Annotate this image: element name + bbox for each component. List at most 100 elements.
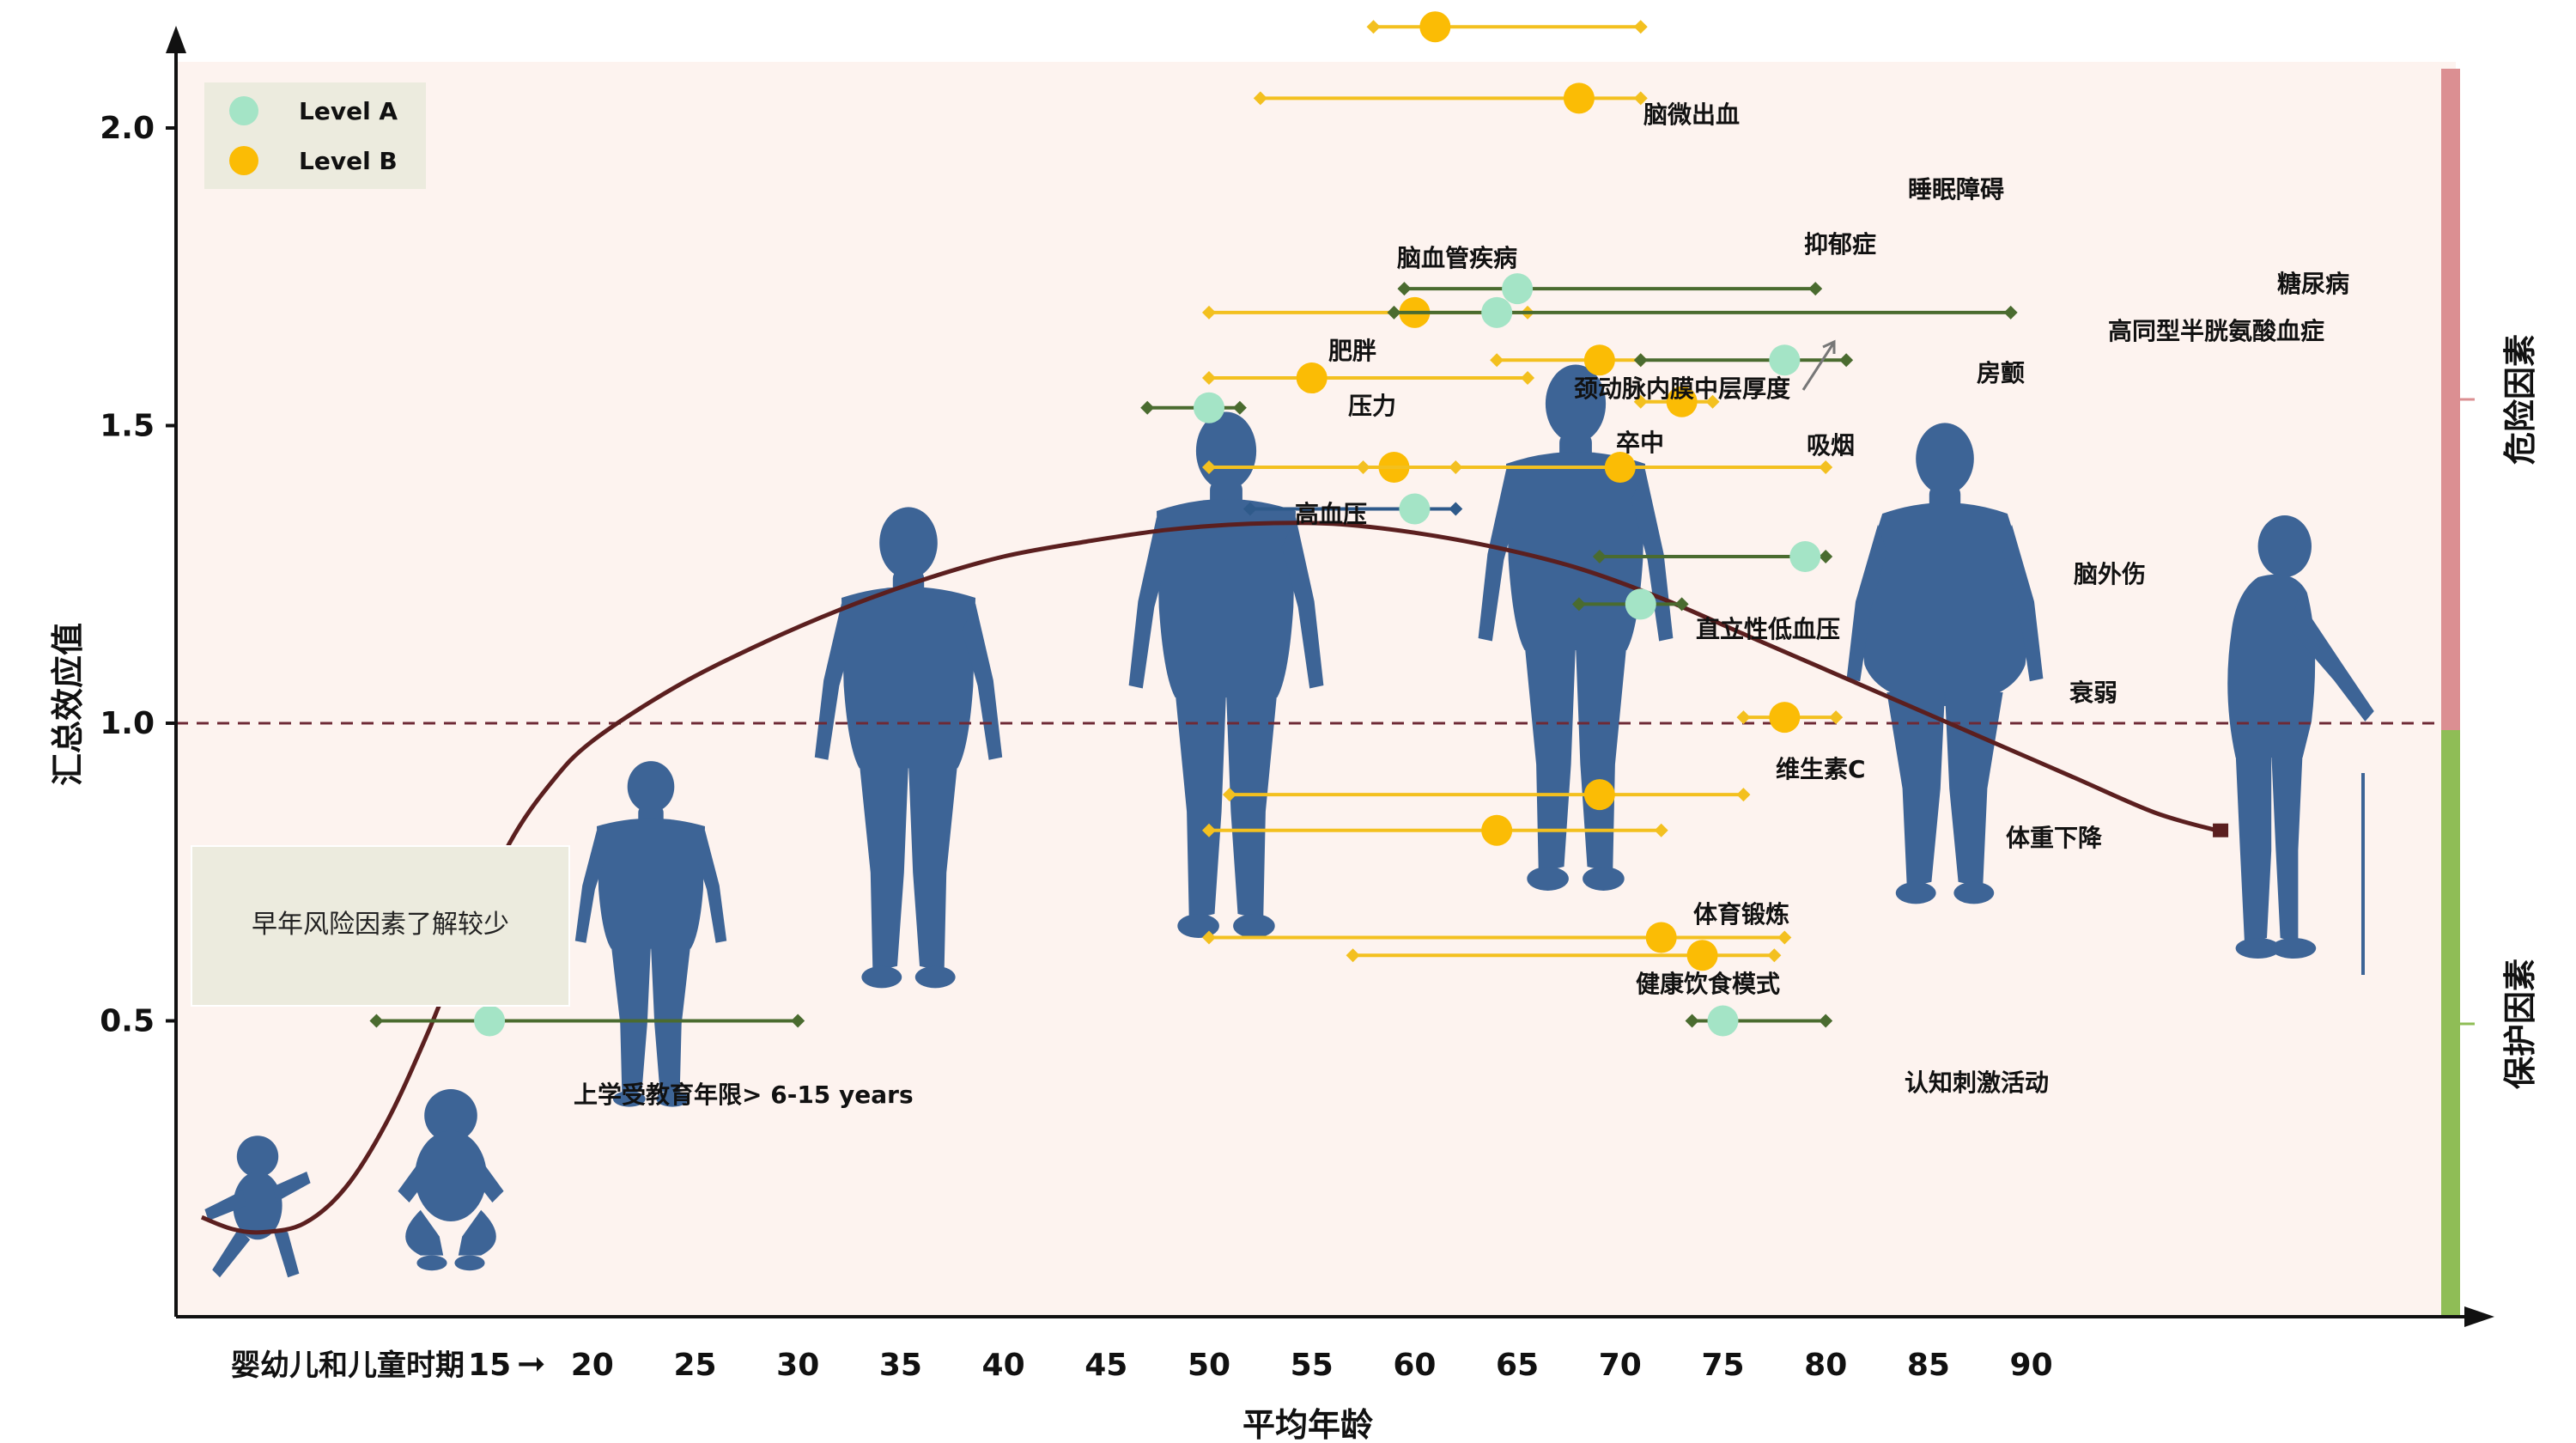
ci-end-diamond	[1685, 1014, 1699, 1028]
label-smoking: 吸烟	[1807, 431, 1855, 460]
x-tick-label: 85	[1907, 1348, 1950, 1383]
point	[1296, 362, 1327, 394]
marker-11	[1356, 452, 1833, 484]
early-life-arrow-icon: ➞	[517, 1344, 546, 1384]
x-tick-label: 35	[879, 1348, 922, 1383]
marker-0	[1366, 11, 1648, 43]
trend-curve	[200, 521, 2217, 1235]
y-axis-title: 汇总效应值	[49, 623, 87, 786]
ci-end-diamond	[1356, 460, 1370, 475]
label-weight-loss: 体重下降	[2006, 824, 2103, 852]
ci-end-diamond	[1839, 353, 1854, 368]
ci-end-diamond	[1366, 20, 1381, 34]
x-tick-label: 20	[571, 1348, 614, 1383]
legend-level-b-marker	[229, 146, 258, 175]
markers	[369, 11, 2018, 1037]
ci-end-diamond	[1222, 788, 1236, 802]
ci-end-diamond	[1819, 549, 1833, 563]
legend-level-a-label: Level A	[299, 97, 398, 125]
label-healthy-diet: 健康饮食模式	[1636, 970, 1780, 998]
point	[1625, 588, 1656, 620]
ci-end-diamond	[1202, 305, 1216, 320]
protective-factors-label: 保护因素	[2501, 959, 2539, 1089]
note-box-text: 早年风险因素了解较少	[252, 910, 509, 940]
point	[1645, 922, 1677, 953]
label-cimt: 颈动脉内膜中层厚度	[1574, 374, 1790, 403]
ci-end-diamond	[1777, 930, 1792, 945]
ci-end-diamond	[1242, 502, 1257, 516]
point	[1194, 392, 1224, 423]
label-sleep-disorder: 睡眠障碍	[1908, 175, 2004, 204]
protect-bar	[2441, 730, 2460, 1317]
label-stroke: 卒中	[1616, 429, 1664, 457]
label-hypertension: 高血压	[1295, 500, 1367, 528]
marker-19	[1346, 940, 1782, 971]
marker-8	[1633, 386, 1720, 417]
x-tick-label: 55	[1291, 1348, 1334, 1383]
ci-end-diamond	[1140, 400, 1155, 415]
label-cognitive-activity: 认知刺激活动	[1905, 1069, 2049, 1097]
y-axis-arrow	[166, 26, 186, 53]
label-stress: 压力	[1348, 392, 1396, 420]
legend-level-a-marker	[229, 96, 258, 125]
point	[1666, 386, 1698, 417]
x-tick-label: 50	[1188, 1348, 1230, 1383]
marker-6	[1633, 344, 1854, 376]
ci-end-diamond	[1592, 549, 1607, 563]
ci-end-diamond	[1654, 823, 1668, 837]
label-education-years: 上学受教育年限> 6-15 years	[574, 1081, 914, 1109]
x-tick-label: 60	[1393, 1348, 1436, 1383]
legend: Level A Level B	[204, 82, 426, 189]
x-tick-label: 90	[2010, 1348, 2053, 1383]
marker-14	[1571, 588, 1689, 620]
ci-end-diamond	[1449, 502, 1463, 516]
marker-2	[1397, 273, 1823, 305]
label-atrial-fibrillation: 房颤	[1977, 359, 2025, 387]
marker-12	[1242, 493, 1463, 525]
legend-level-b-label: Level B	[299, 147, 398, 175]
x-tick-label: 70	[1599, 1348, 1642, 1383]
ci-end-diamond	[1346, 948, 1360, 963]
x-axis-title: 平均年龄	[1242, 1406, 1373, 1443]
ci-end-diamond	[1674, 597, 1689, 612]
marker-1	[1253, 82, 1648, 114]
ci-end-diamond	[1387, 305, 1401, 320]
label-obesity: 肥胖	[1328, 337, 1376, 365]
marker-18	[1202, 922, 1792, 953]
ci-end-diamond	[1736, 788, 1751, 802]
risk-factors-label: 危险因素	[2501, 334, 2539, 465]
y-tick-label: 0.5	[100, 1004, 155, 1039]
ci-end-diamond	[1202, 460, 1216, 475]
ci-end-diamond	[369, 1014, 384, 1028]
ci-end-diamond	[2003, 305, 2018, 320]
marker-17	[1202, 814, 1668, 846]
x-tick-label: 40	[982, 1348, 1025, 1383]
ci-end-diamond	[1819, 1014, 1833, 1028]
label-cerebrovascular-disease: 脑血管疾病	[1397, 244, 1517, 272]
y-tick-label: 1.0	[100, 706, 155, 741]
label-depression: 抑郁症	[1804, 230, 1876, 259]
label-orthostatic-hypotension: 直立性低血压	[1696, 615, 1840, 643]
marker-15	[1736, 702, 1844, 734]
label-hyperhomocysteinemia: 高同型半胱氨酸血症	[2108, 317, 2324, 345]
point	[1583, 344, 1615, 376]
x-ticks: 15 20 25 30 35 40 45 50 55 60 65 70 75 80 85 90	[468, 1348, 2053, 1383]
point	[1419, 11, 1451, 43]
y-ticks: 0.5 1.0 1.5 2.0	[100, 111, 176, 1039]
cimt-pointer-arrow	[1801, 339, 1836, 391]
ci-end-diamond	[1397, 282, 1412, 296]
marker-13	[1592, 540, 1833, 572]
x-tick-label: 45	[1084, 1348, 1127, 1383]
ci-end-diamond	[1490, 353, 1504, 368]
marker-4	[1387, 296, 2018, 328]
factor-labels: 脑微出血 睡眠障碍 抑郁症 脑血管疾病 糖尿病 颈动脉内膜中层厚度 高同型半胱氨…	[574, 100, 2349, 1109]
x-axis-arrow	[2464, 1306, 2494, 1327]
point	[1604, 452, 1636, 484]
point	[1769, 702, 1801, 734]
y-tick-label: 1.5	[100, 409, 155, 444]
point	[474, 1005, 506, 1037]
point	[1686, 940, 1718, 971]
marker-20	[1685, 1005, 1833, 1037]
ci-end-diamond	[1633, 394, 1648, 409]
